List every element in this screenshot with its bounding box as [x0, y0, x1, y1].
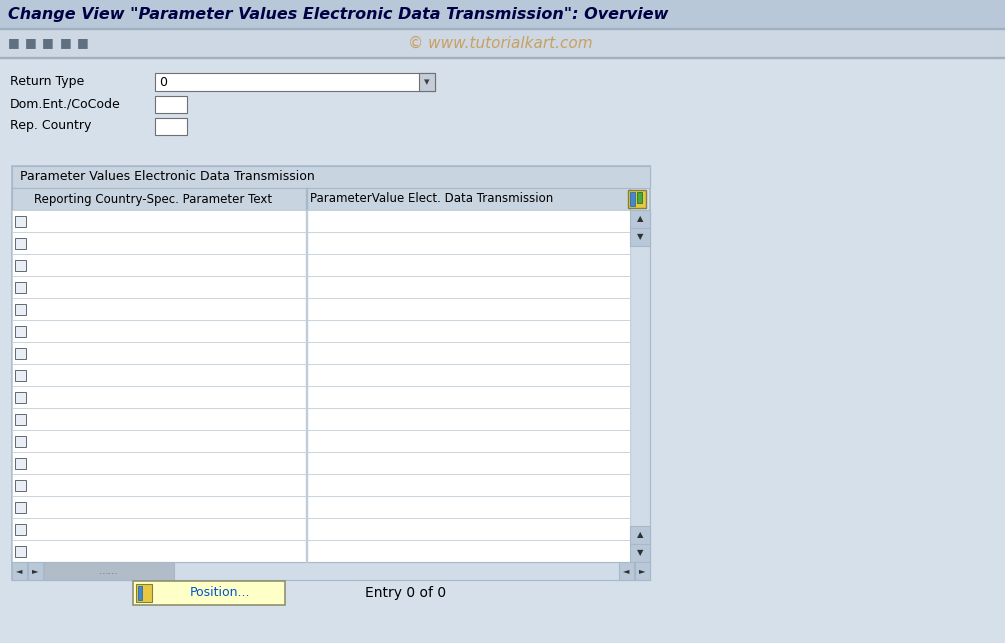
Text: Reporting Country-Spec. Parameter Text: Reporting Country-Spec. Parameter Text: [34, 192, 272, 206]
Bar: [12, 166, 650, 580]
Bar: [44, 562, 174, 580]
Bar: [0, 0, 1005, 28]
Text: ParameterValue Elect. Data Transmission: ParameterValue Elect. Data Transmission: [310, 192, 553, 206]
Bar: [12, 518, 630, 540]
Text: ▼: ▼: [637, 548, 643, 557]
Bar: [630, 210, 650, 228]
Bar: [0, 28, 1005, 58]
Bar: [630, 192, 635, 206]
Bar: [12, 188, 630, 210]
Bar: [15, 458, 26, 469]
Bar: [628, 190, 646, 208]
Text: ■: ■: [42, 37, 53, 50]
Bar: [15, 237, 26, 248]
Text: ►: ►: [32, 566, 38, 575]
Bar: [155, 73, 435, 91]
Bar: [12, 408, 630, 430]
Text: Entry 0 of 0: Entry 0 of 0: [365, 586, 446, 600]
Bar: [12, 210, 630, 232]
Bar: [630, 526, 650, 544]
Text: © www.tutorialkart.com: © www.tutorialkart.com: [408, 35, 592, 51]
Bar: [630, 228, 650, 246]
Text: 0: 0: [159, 75, 167, 89]
Text: ■: ■: [25, 37, 37, 50]
Text: Rep. Country: Rep. Country: [10, 120, 91, 132]
Bar: [12, 320, 630, 342]
Bar: [133, 581, 285, 605]
Bar: [637, 192, 642, 203]
Bar: [630, 210, 650, 562]
Text: Dom.Ent./CoCode: Dom.Ent./CoCode: [10, 98, 121, 111]
Bar: [15, 303, 26, 314]
Bar: [12, 232, 630, 254]
Bar: [12, 166, 650, 188]
Bar: [12, 386, 630, 408]
Bar: [12, 540, 630, 562]
Text: ■: ■: [60, 37, 71, 50]
Bar: [12, 496, 630, 518]
Bar: [15, 260, 26, 271]
Bar: [12, 364, 630, 386]
Text: ▲: ▲: [637, 530, 643, 539]
Bar: [12, 342, 630, 364]
Text: ◄: ◄: [16, 566, 22, 575]
Text: ▾: ▾: [424, 77, 430, 87]
Bar: [155, 118, 187, 134]
Bar: [15, 392, 26, 403]
Bar: [12, 254, 630, 276]
Text: Return Type: Return Type: [10, 75, 84, 89]
Bar: [12, 276, 630, 298]
Text: ►: ►: [639, 566, 645, 575]
Bar: [15, 545, 26, 556]
Bar: [0, 28, 1005, 29]
Bar: [155, 96, 187, 113]
Bar: [15, 347, 26, 359]
Text: Parameter Values Electronic Data Transmission: Parameter Values Electronic Data Transmi…: [20, 170, 315, 183]
Bar: [12, 452, 630, 474]
Bar: [15, 370, 26, 381]
Bar: [12, 298, 630, 320]
Bar: [12, 562, 27, 580]
Bar: [0, 57, 1005, 58]
Text: ◄: ◄: [623, 566, 629, 575]
Bar: [12, 166, 650, 188]
Bar: [15, 480, 26, 491]
Bar: [15, 325, 26, 336]
Bar: [138, 586, 142, 600]
Text: Position...: Position...: [190, 586, 250, 599]
Text: ▲: ▲: [637, 215, 643, 224]
Bar: [15, 502, 26, 512]
Text: ……: ……: [99, 566, 119, 576]
Bar: [12, 474, 630, 496]
Bar: [15, 215, 26, 226]
Bar: [15, 435, 26, 446]
Bar: [15, 282, 26, 293]
Text: Change View "Parameter Values Electronic Data Transmission": Overview: Change View "Parameter Values Electronic…: [8, 6, 668, 21]
Text: ■: ■: [8, 37, 20, 50]
Bar: [28, 562, 43, 580]
Bar: [419, 73, 435, 91]
Text: ▼: ▼: [637, 233, 643, 242]
Bar: [635, 562, 650, 580]
Bar: [12, 430, 630, 452]
Bar: [136, 584, 152, 602]
Bar: [619, 562, 634, 580]
Bar: [630, 544, 650, 562]
Text: ■: ■: [77, 37, 88, 50]
Bar: [12, 562, 650, 580]
Bar: [15, 413, 26, 424]
Bar: [15, 523, 26, 534]
